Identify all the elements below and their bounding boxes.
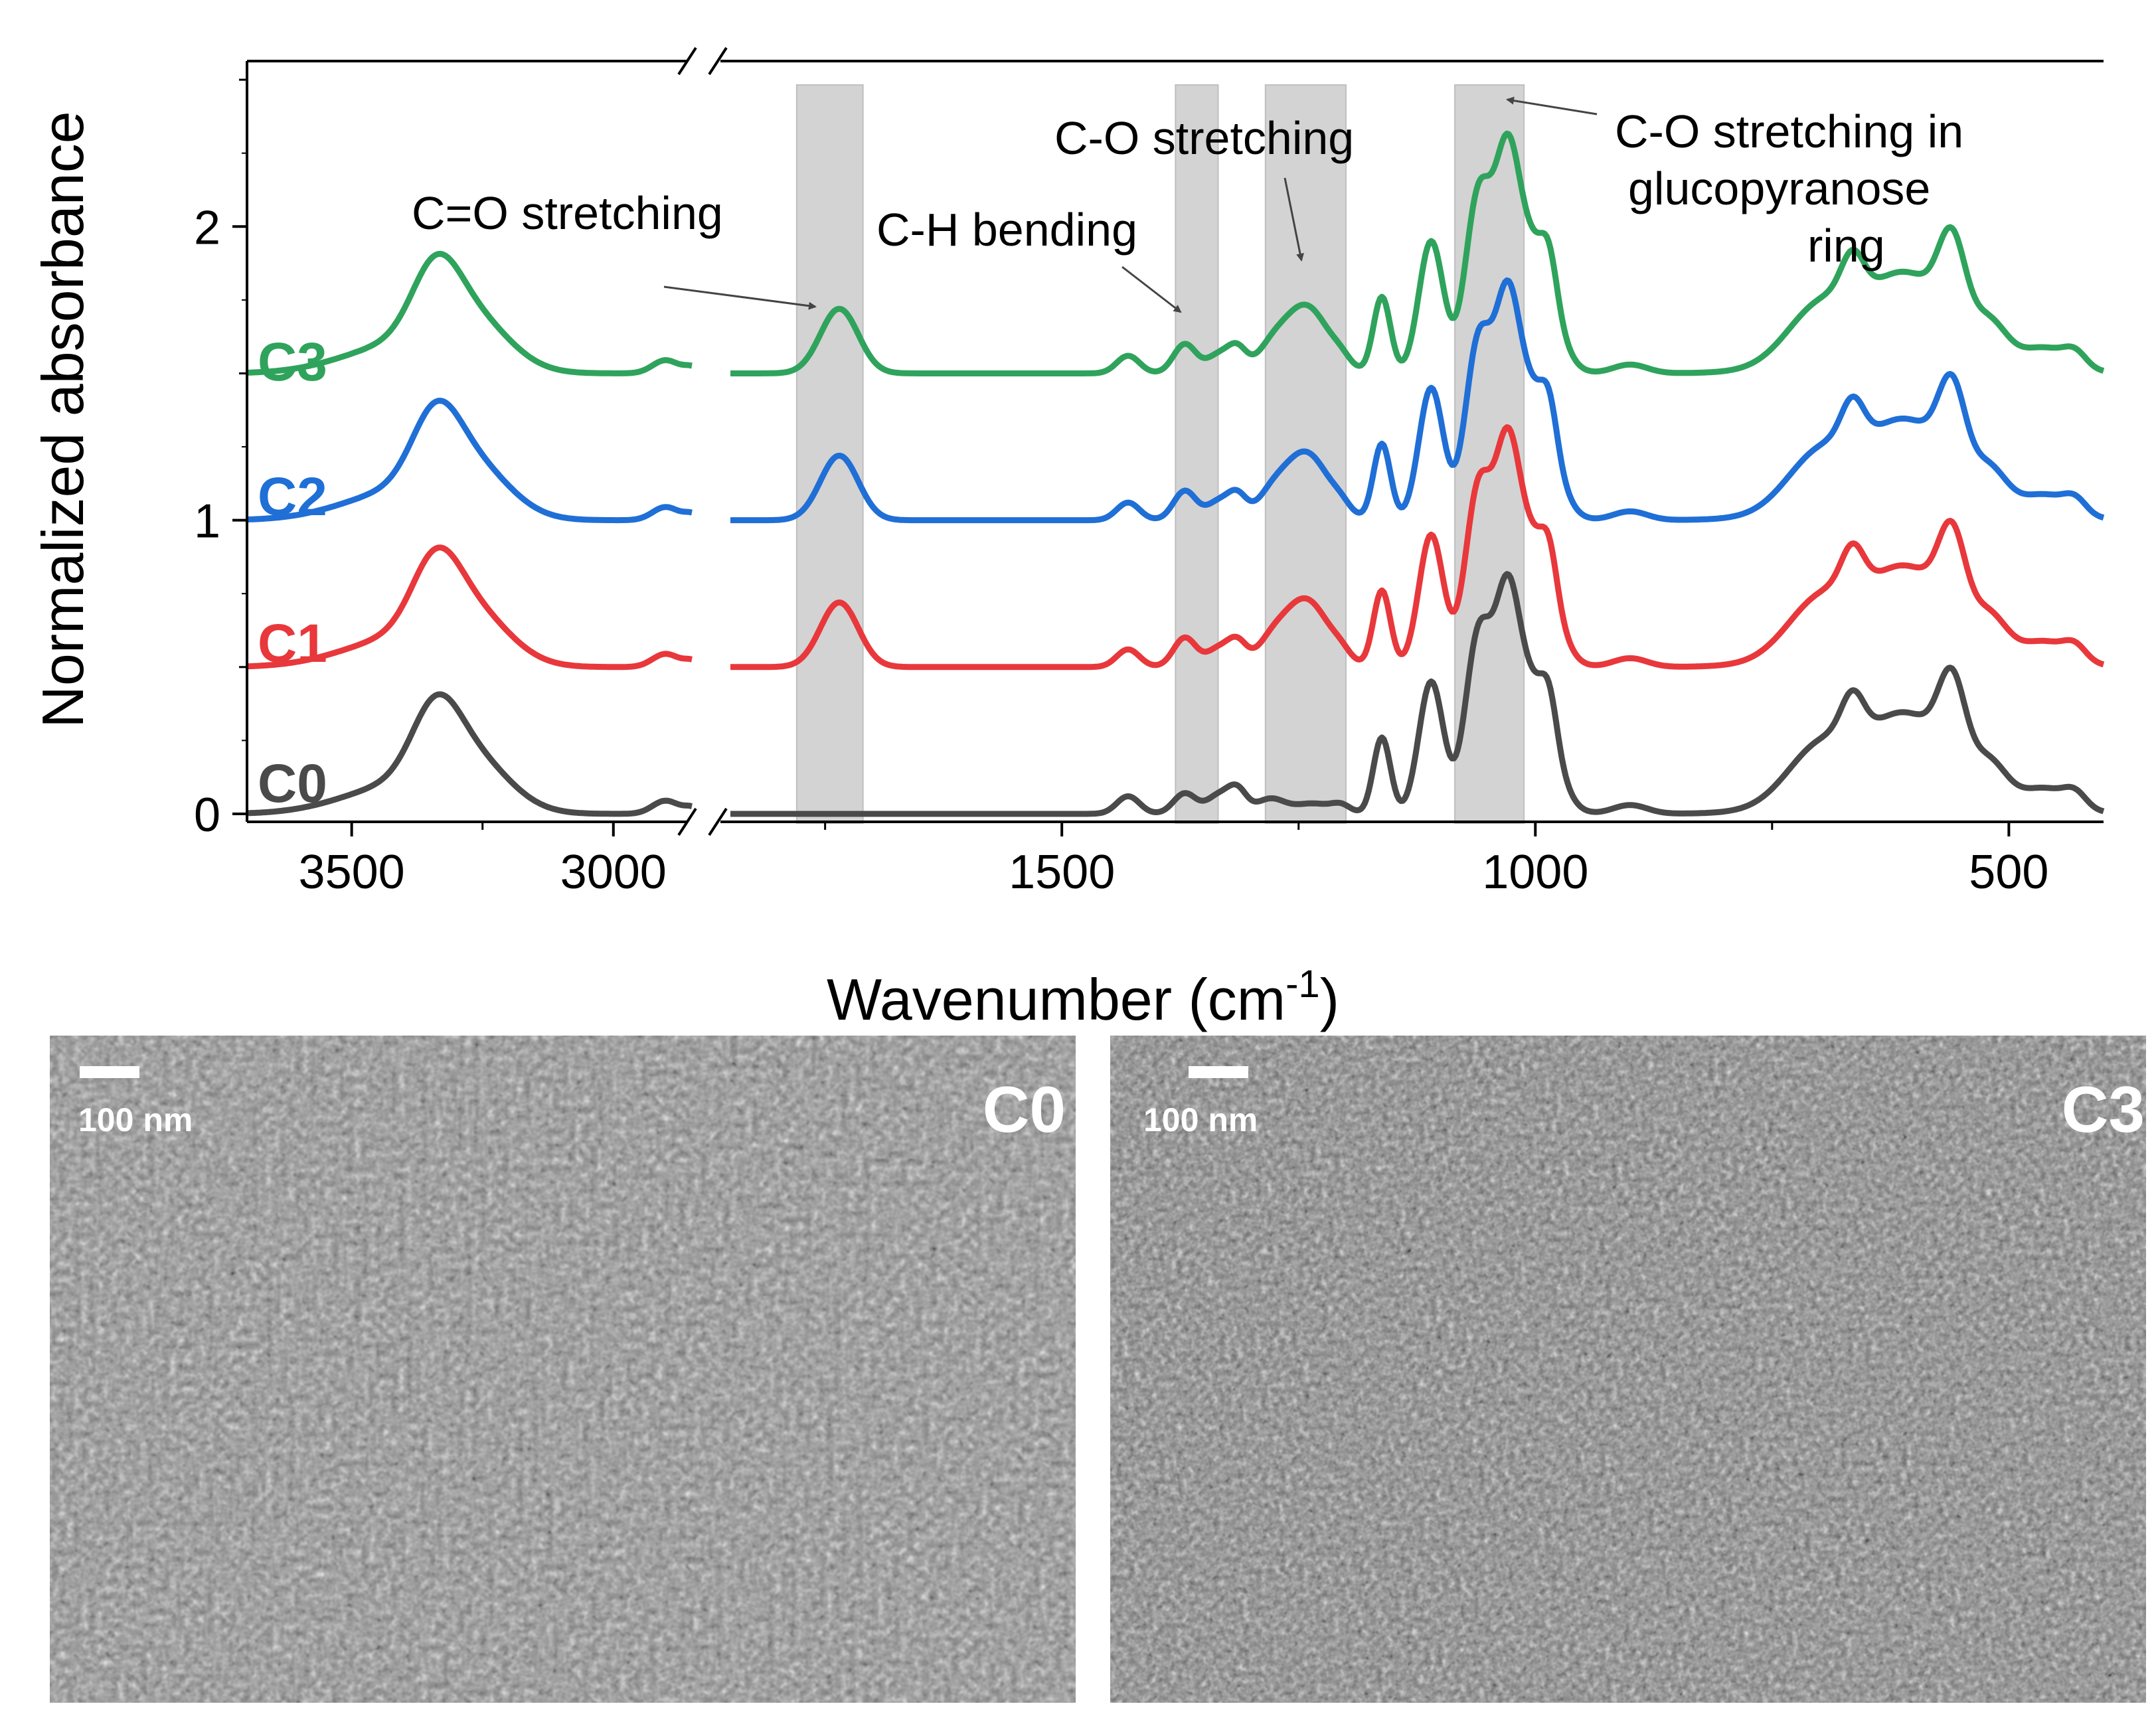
scale-bar — [80, 1066, 139, 1078]
x-tick-label: 500 — [1969, 846, 2048, 899]
spectrum-line-c1-low — [729, 424, 2105, 670]
series-labels: C0 C1 C2 C3 — [258, 332, 327, 814]
sem-panel-label: C3 — [2062, 1073, 2145, 1146]
y-axis-title: Normalized absorbance — [30, 111, 96, 728]
spectrum-line-c0-low — [729, 571, 2105, 817]
annotation-arrow-0 — [663, 285, 817, 310]
axis-break-mark — [708, 46, 728, 76]
series-label-c1: C1 — [258, 613, 327, 674]
spectrum-line-c2-low — [729, 277, 2105, 524]
axis-break-mark — [677, 807, 697, 836]
sem-image-c0: 100 nm C0 — [50, 1036, 1076, 1703]
annotation-label-0: C=O stretching — [412, 187, 723, 239]
x-tick-label: 1000 — [1482, 846, 1588, 899]
axes: 0 1 2 3500 3000 1500 1000 500 — [194, 46, 2104, 899]
y-tick-label: 2 — [194, 201, 220, 254]
y-tick-label: 1 — [194, 495, 220, 548]
spectrum-line-c3-low — [729, 130, 2105, 376]
annotations: C=O stretching C-H bending C-O stretching C… — [412, 96, 1963, 313]
series-label-c2: C2 — [258, 467, 327, 527]
x-tick-label: 3500 — [299, 846, 405, 899]
annotation-arrow-1 — [1121, 266, 1182, 313]
spectrum-line-c0-high — [246, 691, 693, 817]
x-axis-title: Wavenumber (cm-1) — [827, 963, 1339, 1032]
scale-bar — [1189, 1066, 1248, 1078]
axis-break-mark — [708, 807, 728, 836]
shaded-band-1 — [1175, 84, 1219, 824]
axis-break-mark — [677, 46, 697, 76]
spectra — [246, 130, 2105, 817]
annotation-arrow-3 — [1506, 96, 1598, 116]
x-tick-label: 1500 — [1009, 846, 1115, 899]
spectrum-line-c3-high — [246, 250, 693, 376]
annotation-arrow-2 — [1284, 177, 1304, 262]
annotation-label-3: C-O stretching in glucopyranose ring — [1615, 106, 1963, 272]
x-tick-label: 3000 — [560, 846, 667, 899]
scale-bar-label: 100 nm — [1143, 1101, 1258, 1138]
sem-image-c3: 100 nm C3 — [1110, 1036, 2146, 1703]
spectrum-line-c1-high — [246, 544, 693, 670]
scale-bar-label: 100 nm — [78, 1101, 193, 1138]
series-label-c0: C0 — [258, 753, 327, 814]
spectrum-line-c2-high — [246, 398, 693, 524]
series-label-c3: C3 — [258, 332, 327, 392]
shaded-band-0 — [795, 84, 864, 824]
y-tick-label: 0 — [194, 789, 220, 842]
sem-panel-label: C0 — [983, 1073, 1066, 1146]
annotation-label-1: C-H bending — [876, 204, 1137, 256]
annotation-label-2: C-O stretching — [1054, 112, 1354, 164]
